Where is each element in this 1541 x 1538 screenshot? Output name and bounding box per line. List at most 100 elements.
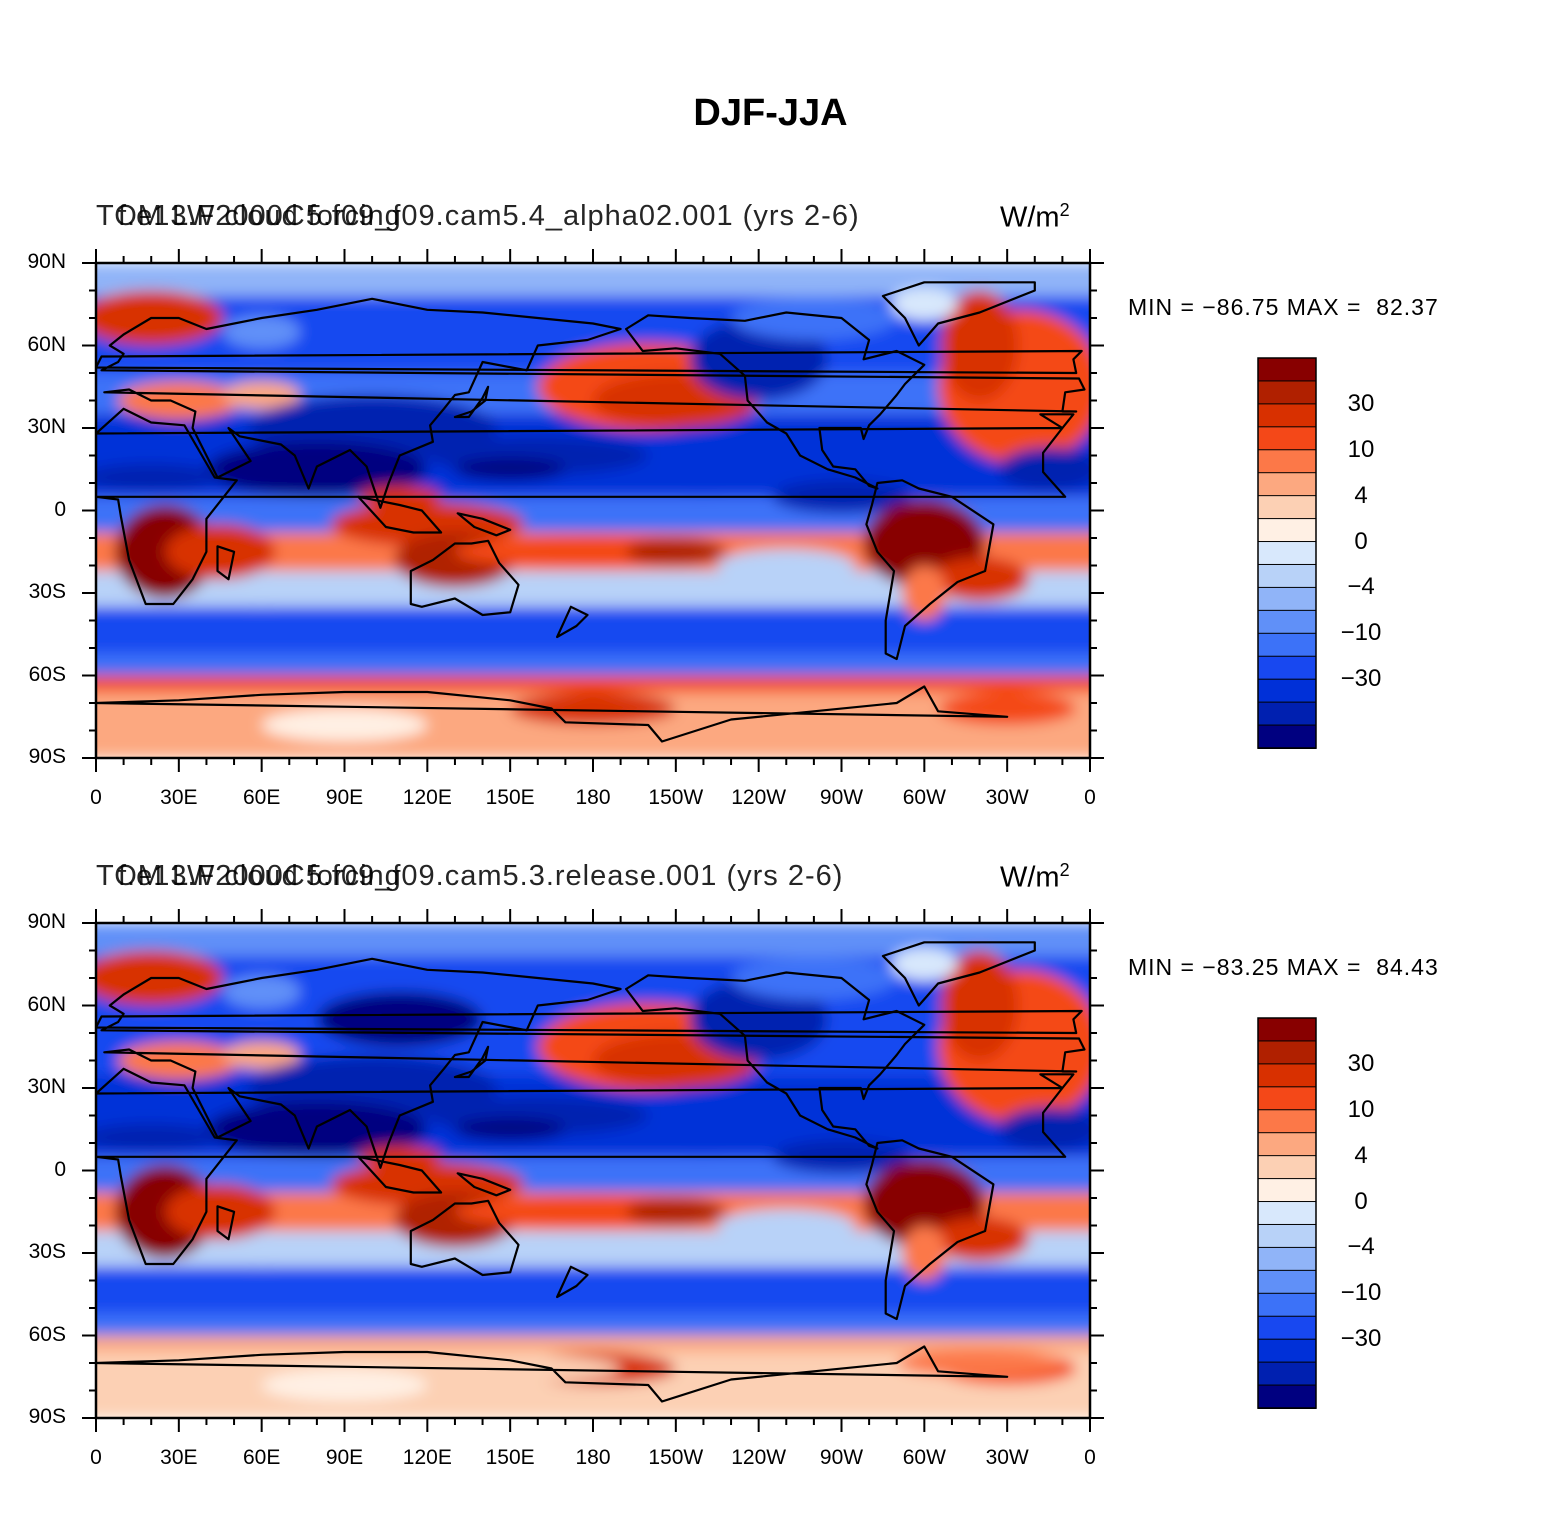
colorbar-level-label: −10	[1340, 1279, 1382, 1307]
contour-region	[316, 991, 483, 1047]
longitude-tick-label: 180	[575, 1446, 611, 1469]
main-title: DJF-JJA	[693, 92, 848, 134]
colorbar-swatch	[1257, 1132, 1317, 1157]
min-max-readout: MIN = −86.75 MAX = 82.37	[1128, 294, 1439, 320]
colorbar-swatch	[1257, 1017, 1317, 1042]
longitude-tick-label: 150E	[485, 786, 535, 809]
longitude-tick-label: 30E	[160, 786, 198, 809]
contour-region	[510, 692, 676, 725]
contour-map	[82, 249, 1317, 772]
contour-region	[115, 1165, 215, 1259]
contour-region	[206, 579, 317, 607]
contour-region	[96, 463, 221, 492]
colorbar-swatch	[1257, 1178, 1317, 1203]
contour-map	[82, 909, 1317, 1432]
continent-outline	[865, 1139, 995, 1321]
contour-region	[896, 1349, 1063, 1377]
longitude-tick-label: 120E	[402, 786, 452, 809]
contour-region	[891, 947, 958, 981]
latitude-tick-label: 90S	[28, 745, 66, 768]
latitude-tick-label: 30S	[28, 1240, 66, 1263]
continent-outline	[96, 349, 1083, 375]
colorbar-swatch	[1257, 632, 1317, 658]
colorbar-swatch	[1257, 357, 1317, 382]
continent-outline	[357, 495, 443, 534]
contour-region	[998, 447, 1090, 492]
longitude-tick-label: 150E	[485, 1446, 535, 1469]
colorbar-level-label: 0	[1354, 1187, 1368, 1215]
continent-outline	[556, 605, 589, 639]
colorbar-swatch	[1257, 495, 1317, 520]
continent-outline	[409, 1199, 520, 1277]
colorbar-swatch	[1257, 1223, 1317, 1249]
latitude-tick-label: 0	[54, 497, 66, 521]
min-max-readout: MIN = −83.25 MAX = 84.43	[1128, 954, 1439, 980]
colorbar-swatch	[1257, 1292, 1317, 1318]
contour-region	[891, 287, 958, 321]
contour-region	[938, 692, 1077, 725]
colorbar-swatch	[1257, 380, 1317, 405]
longitude-tick-label: 30W	[985, 786, 1029, 809]
colorbar-level-label: 4	[1354, 1141, 1368, 1169]
longitude-tick-label: 90W	[819, 786, 864, 809]
latitude-tick-label: 30N	[27, 415, 66, 438]
continent-outline	[881, 941, 1036, 1007]
contour-region	[261, 708, 428, 742]
contour-region	[902, 1225, 947, 1281]
continent-outline	[96, 685, 1009, 743]
map-panel-bottom: TOM LW cloud forcing f.e13.F2000C5.f09_f…	[0, 860, 1541, 1520]
axis-ticks	[82, 909, 1104, 1432]
longitude-tick-label: 0	[90, 1446, 102, 1469]
latitude-band	[96, 923, 1090, 956]
contour-region	[223, 975, 301, 1009]
contour-region	[118, 381, 240, 420]
latitude-band	[96, 1266, 1090, 1314]
field-layer	[96, 923, 1090, 1418]
latitude-tick-label: 30S	[28, 580, 66, 603]
longitude-tick-label: 0	[1084, 1446, 1096, 1469]
colorbar-swatch	[1257, 449, 1317, 474]
longitude-tick-label: 30E	[160, 1446, 198, 1469]
latitude-tick-label: 60S	[28, 662, 66, 686]
latitude-tick-label: 60N	[27, 332, 66, 356]
colorbar-swatch	[1257, 1040, 1317, 1065]
contour-region	[165, 1184, 276, 1240]
longitude-tick-label: 60W	[902, 1446, 946, 1469]
contour-region	[115, 505, 215, 599]
colorbar-swatch	[1257, 563, 1317, 589]
contour-region	[902, 565, 947, 621]
continent-outline	[96, 1009, 1083, 1035]
contour-region	[626, 1198, 726, 1226]
continent-outline	[100, 957, 1086, 1169]
panel-left-title: TOM LW cloud forcing	[96, 860, 402, 892]
colorbar-swatch	[1257, 586, 1317, 612]
latitude-band	[96, 263, 1090, 296]
contour-region	[998, 1107, 1090, 1152]
colorbar-swatch	[1257, 655, 1317, 681]
colorbar-level-label: −30	[1340, 665, 1382, 693]
colorbar-swatch	[1257, 1361, 1317, 1387]
colorbar-swatch	[1257, 1338, 1317, 1364]
coastlines	[96, 941, 1086, 1403]
latitude-tick-label: 60N	[27, 992, 66, 1016]
colorbar-swatch	[1257, 1201, 1317, 1226]
colorbar-level-label: −4	[1347, 1233, 1375, 1261]
latitude-tick-label: 90N	[27, 250, 66, 273]
continent-outline	[216, 1205, 236, 1241]
colorbar-swatch	[1257, 403, 1317, 428]
continent-outline	[456, 1172, 512, 1197]
contour-region	[454, 1118, 566, 1141]
contour-region	[606, 469, 801, 497]
longitude-tick-label: 0	[90, 786, 102, 809]
panel-left-title: TOM LW cloud forcing	[96, 200, 402, 232]
colorbar-swatch	[1257, 426, 1317, 451]
latitude-tick-label: 90S	[28, 1405, 66, 1428]
colorbar-swatch	[1257, 1086, 1317, 1111]
colorbar-swatch	[1257, 472, 1317, 497]
colorbar-swatch	[1257, 701, 1317, 727]
contour-region	[606, 1129, 801, 1157]
colorbar-swatch	[1257, 518, 1317, 543]
colorbar-level-label: 10	[1347, 435, 1375, 463]
panel-units: W/m2	[1000, 860, 1070, 894]
colorbar-level-label: −30	[1340, 1325, 1382, 1353]
